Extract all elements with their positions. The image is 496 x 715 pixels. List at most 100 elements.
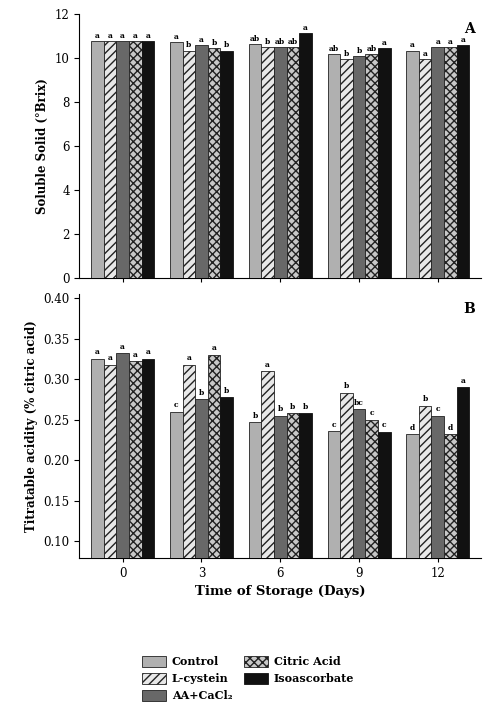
Text: a: a bbox=[120, 31, 125, 39]
Bar bbox=[340, 393, 353, 623]
Text: b: b bbox=[265, 38, 270, 46]
Bar bbox=[117, 41, 129, 278]
Text: a: a bbox=[265, 360, 270, 369]
Bar bbox=[406, 434, 419, 623]
Text: a: a bbox=[199, 36, 204, 44]
Bar bbox=[208, 355, 220, 623]
Text: b: b bbox=[357, 47, 362, 55]
Bar bbox=[327, 431, 340, 623]
Text: a: a bbox=[461, 36, 465, 44]
Text: bc: bc bbox=[354, 399, 364, 407]
Bar bbox=[220, 397, 233, 623]
Text: ab: ab bbox=[250, 35, 260, 43]
Bar bbox=[353, 56, 366, 278]
Text: b: b bbox=[344, 383, 349, 390]
Legend: Control, L-cystein, AA+CaCl₂, Citric Acid, Isoascorbate: Control, L-cystein, AA+CaCl₂, Citric Aci… bbox=[137, 651, 359, 706]
Text: c: c bbox=[370, 409, 374, 418]
Text: ab: ab bbox=[329, 45, 339, 53]
Bar bbox=[419, 59, 432, 278]
Bar bbox=[220, 51, 233, 278]
Text: b: b bbox=[423, 395, 428, 403]
Bar bbox=[261, 47, 274, 278]
Text: a: a bbox=[435, 38, 440, 46]
Bar bbox=[195, 400, 208, 623]
Text: ab: ab bbox=[367, 45, 376, 53]
Bar bbox=[274, 415, 287, 623]
Bar bbox=[183, 51, 195, 278]
Bar bbox=[91, 359, 104, 623]
Bar bbox=[104, 365, 117, 623]
Bar bbox=[432, 47, 444, 278]
Text: a: a bbox=[212, 345, 217, 352]
Text: a: a bbox=[108, 31, 113, 39]
Y-axis label: Titratable acidity (% citric acid): Titratable acidity (% citric acid) bbox=[25, 320, 38, 532]
Bar bbox=[457, 45, 469, 278]
Bar bbox=[432, 415, 444, 623]
Text: b: b bbox=[199, 389, 204, 397]
Bar bbox=[248, 44, 261, 278]
Bar bbox=[248, 422, 261, 623]
Text: a: a bbox=[303, 24, 308, 32]
Text: A: A bbox=[464, 22, 475, 36]
Bar bbox=[141, 41, 154, 278]
Bar bbox=[170, 412, 183, 623]
Bar bbox=[287, 413, 299, 623]
Text: b: b bbox=[303, 403, 308, 411]
Text: b: b bbox=[252, 412, 257, 420]
Text: a: a bbox=[174, 33, 179, 41]
Bar bbox=[104, 41, 117, 278]
Text: c: c bbox=[435, 405, 440, 413]
Bar bbox=[129, 361, 141, 623]
Text: a: a bbox=[145, 31, 150, 39]
Bar bbox=[287, 47, 299, 278]
Bar bbox=[195, 45, 208, 278]
Text: a: a bbox=[95, 31, 100, 39]
Bar bbox=[378, 432, 390, 623]
Bar bbox=[129, 41, 141, 278]
Text: ab: ab bbox=[275, 38, 285, 46]
Bar bbox=[366, 420, 378, 623]
Text: b: b bbox=[344, 50, 349, 58]
Text: a: a bbox=[108, 354, 113, 362]
Bar bbox=[183, 365, 195, 623]
Bar bbox=[141, 359, 154, 623]
Text: a: a bbox=[186, 354, 191, 362]
Text: c: c bbox=[331, 420, 336, 429]
Bar bbox=[378, 49, 390, 278]
Text: ab: ab bbox=[288, 38, 298, 46]
Text: b: b bbox=[278, 405, 283, 413]
Bar bbox=[261, 371, 274, 623]
Bar bbox=[327, 54, 340, 278]
Text: a: a bbox=[410, 41, 415, 49]
Bar bbox=[208, 49, 220, 278]
Text: a: a bbox=[145, 348, 150, 356]
Text: d: d bbox=[448, 424, 453, 432]
Bar bbox=[406, 51, 419, 278]
Bar bbox=[299, 33, 312, 278]
Text: a: a bbox=[448, 38, 453, 46]
Text: a: a bbox=[95, 348, 100, 356]
Bar bbox=[457, 388, 469, 623]
Text: b: b bbox=[224, 41, 229, 49]
Text: a: a bbox=[461, 377, 465, 385]
Text: d: d bbox=[410, 424, 415, 432]
Text: a: a bbox=[133, 31, 138, 39]
Bar bbox=[117, 353, 129, 623]
Bar bbox=[444, 47, 457, 278]
Text: c: c bbox=[382, 421, 386, 430]
Text: a: a bbox=[382, 39, 387, 47]
Y-axis label: Soluble Solid (°Brix): Soluble Solid (°Brix) bbox=[36, 78, 49, 214]
Bar bbox=[444, 434, 457, 623]
Text: b: b bbox=[186, 41, 191, 49]
Text: c: c bbox=[174, 401, 179, 409]
Bar bbox=[274, 47, 287, 278]
Text: b: b bbox=[290, 403, 296, 411]
Bar bbox=[91, 41, 104, 278]
Bar bbox=[366, 54, 378, 278]
Bar bbox=[170, 41, 183, 278]
Bar bbox=[419, 406, 432, 623]
Text: a: a bbox=[423, 50, 428, 58]
Bar bbox=[353, 409, 366, 623]
Text: a: a bbox=[120, 342, 125, 351]
Text: a: a bbox=[133, 351, 138, 359]
